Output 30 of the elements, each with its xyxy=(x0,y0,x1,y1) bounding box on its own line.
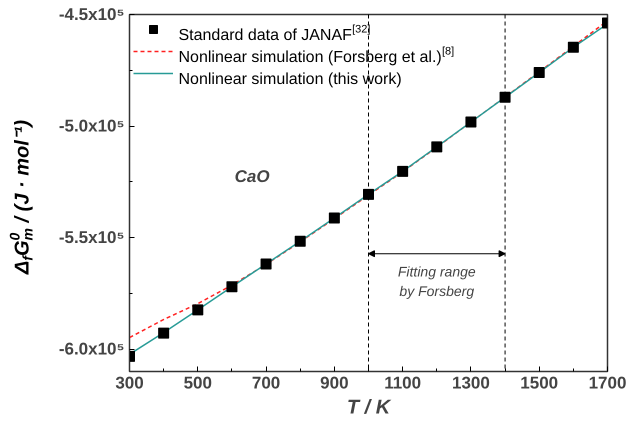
x-tick-label: 1300 xyxy=(452,374,490,392)
y-tick-label: -4.5x10⁵ xyxy=(58,5,125,24)
point xyxy=(363,188,374,200)
point xyxy=(568,42,579,53)
point xyxy=(158,328,170,339)
point xyxy=(226,281,238,292)
annotation: Fitting range by Forsberg xyxy=(398,264,476,299)
point xyxy=(397,166,408,177)
x-tick-label: 1700 xyxy=(588,374,626,392)
x-tick-label: 700 xyxy=(252,374,280,392)
x-tick-label: 900 xyxy=(320,374,349,392)
y-axis-title: ΔfG0m / (J · mol⁻¹) xyxy=(6,120,36,276)
point xyxy=(294,236,306,247)
annotation: CaO xyxy=(234,166,270,186)
y-tick-label: -6.0x10⁵ xyxy=(58,340,125,359)
point xyxy=(500,92,511,103)
x-tick-label: 500 xyxy=(184,374,212,392)
point xyxy=(192,304,204,316)
point xyxy=(534,67,545,78)
point xyxy=(465,116,476,128)
y-tick-label: -5.5x10⁵ xyxy=(58,228,125,248)
x-tick-label: 300 xyxy=(115,374,144,392)
x-tick-label: 1500 xyxy=(520,374,558,392)
y-tick-label: -5.0x10⁵ xyxy=(58,116,125,136)
x-axis-title: T / K xyxy=(346,396,392,418)
point xyxy=(328,212,340,224)
x-tick-label: 1100 xyxy=(384,374,422,392)
point xyxy=(431,141,442,152)
point xyxy=(260,258,272,270)
legend-label: Nonlinear simulation (this work) xyxy=(178,71,402,88)
